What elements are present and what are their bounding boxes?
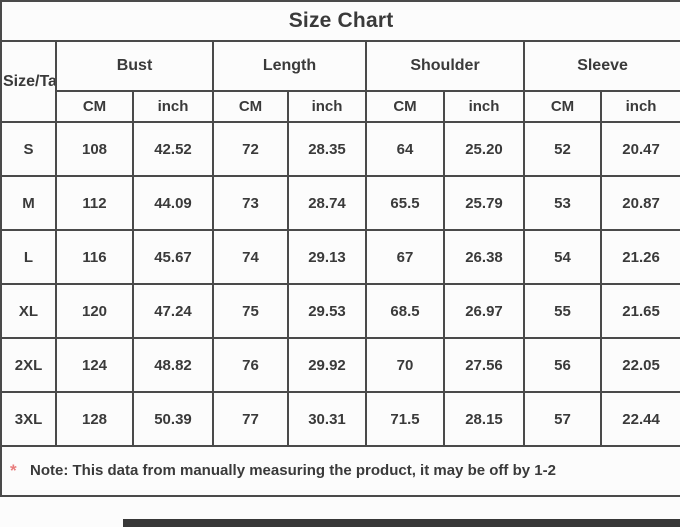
table-row-m: M 112 44.09 73 28.74 65.5 25.79 53 20.87	[0, 175, 680, 231]
cell-sleeve-inch: 22.44	[599, 391, 680, 447]
table-row-s: S 108 42.52 72 28.35 64 25.20 52 20.47	[0, 121, 680, 177]
size-label: S	[0, 121, 57, 177]
cell-shoulder-cm: 71.5	[365, 391, 445, 447]
title-row: Size Chart	[0, 0, 680, 42]
cell-bust-cm: 124	[55, 337, 134, 393]
cell-length-cm: 77	[212, 391, 289, 447]
cell-bust-inch: 45.67	[132, 229, 214, 285]
cell-shoulder-cm: 65.5	[365, 175, 445, 231]
cell-length-cm: 75	[212, 283, 289, 339]
unit-header-shoulder-inch: inch	[443, 90, 525, 123]
cell-shoulder-inch: 26.38	[443, 229, 525, 285]
cell-shoulder-inch: 25.79	[443, 175, 525, 231]
cell-shoulder-cm: 70	[365, 337, 445, 393]
size-label: 2XL	[0, 337, 57, 393]
unit-header-shoulder-cm: CM	[365, 90, 445, 123]
cell-length-cm: 72	[212, 121, 289, 177]
cell-sleeve-inch: 20.87	[599, 175, 680, 231]
cell-shoulder-inch: 27.56	[443, 337, 525, 393]
cell-sleeve-inch: 21.26	[599, 229, 680, 285]
cell-length-inch: 29.53	[287, 283, 367, 339]
cell-bust-cm: 112	[55, 175, 134, 231]
cell-sleeve-cm: 56	[523, 337, 602, 393]
cell-length-inch: 28.35	[287, 121, 367, 177]
page-title: Size Chart	[0, 0, 680, 42]
size-label: M	[0, 175, 57, 231]
cell-sleeve-cm: 53	[523, 175, 602, 231]
bottom-image-strip	[123, 519, 680, 527]
group-header-length: Length	[212, 40, 367, 92]
cell-length-cm: 73	[212, 175, 289, 231]
cell-shoulder-inch: 26.97	[443, 283, 525, 339]
cell-bust-inch: 44.09	[132, 175, 214, 231]
unit-header-sleeve-inch: inch	[599, 90, 680, 123]
asterisk-icon: *	[10, 461, 17, 480]
unit-header-bust-cm: CM	[55, 90, 134, 123]
table-row-2xl: 2XL 124 48.82 76 29.92 70 27.56 56 22.05	[0, 337, 680, 393]
cell-length-inch: 28.74	[287, 175, 367, 231]
cell-shoulder-cm: 64	[365, 121, 445, 177]
size-label: XL	[0, 283, 57, 339]
group-header-sleeve: Sleeve	[522, 40, 680, 92]
group-header-row: Size/Ta Bust Length Shoulder Sleeve	[0, 40, 680, 123]
cell-length-inch: 30.31	[287, 391, 367, 447]
cell-length-inch: 29.92	[287, 337, 367, 393]
cell-sleeve-cm: 52	[523, 121, 602, 177]
table-row-xl: XL 120 47.24 75 29.53 68.5 26.97 55 21.6…	[0, 283, 680, 339]
table-row-l: L 116 45.67 74 29.13 67 26.38 54 21.26	[0, 229, 680, 285]
size-label: 3XL	[0, 391, 57, 447]
cell-bust-cm: 108	[55, 121, 134, 177]
unit-header-length-inch: inch	[287, 90, 367, 123]
cell-length-cm: 76	[212, 337, 289, 393]
cell-sleeve-cm: 54	[523, 229, 602, 285]
table-row-3xl: 3XL 128 50.39 77 30.31 71.5 28.15 57 22.…	[0, 391, 680, 447]
group-header-bust: Bust	[55, 40, 214, 92]
unit-header-sleeve-cm: CM	[523, 90, 602, 123]
note-text: Note: This data from manually measuring …	[30, 462, 556, 479]
cell-bust-inch: 50.39	[132, 391, 214, 447]
cell-bust-inch: 48.82	[132, 337, 214, 393]
cell-sleeve-inch: 20.47	[599, 121, 680, 177]
size-label: L	[0, 229, 57, 285]
cell-length-cm: 74	[212, 229, 289, 285]
cell-bust-inch: 42.52	[132, 121, 214, 177]
cell-shoulder-inch: 25.20	[443, 121, 525, 177]
cell-shoulder-cm: 67	[365, 229, 445, 285]
cell-sleeve-cm: 55	[523, 283, 602, 339]
group-header-shoulder: Shoulder	[365, 40, 525, 92]
cell-shoulder-cm: 68.5	[365, 283, 445, 339]
cell-bust-inch: 47.24	[132, 283, 214, 339]
unit-header-row: CM inch CM inch CM inch CM inch	[1, 90, 680, 123]
cell-bust-cm: 128	[55, 391, 134, 447]
note-row: * Note: This data from manually measuring…	[0, 445, 680, 497]
unit-header-bust-inch: inch	[132, 90, 214, 123]
cell-length-inch: 29.13	[287, 229, 367, 285]
cell-sleeve-cm: 57	[523, 391, 602, 447]
size-chart-table: Size Chart Size/Ta Bust Length Shoulder …	[0, 0, 680, 497]
note-cell: * Note: This data from manually measuring…	[0, 445, 680, 497]
cell-sleeve-inch: 21.65	[599, 283, 680, 339]
corner-header-size-tag: Size/Ta	[0, 40, 57, 123]
unit-header-length-cm: CM	[212, 90, 289, 123]
cell-sleeve-inch: 22.05	[599, 337, 680, 393]
cell-bust-cm: 120	[55, 283, 134, 339]
cell-bust-cm: 116	[55, 229, 134, 285]
cell-shoulder-inch: 28.15	[443, 391, 525, 447]
